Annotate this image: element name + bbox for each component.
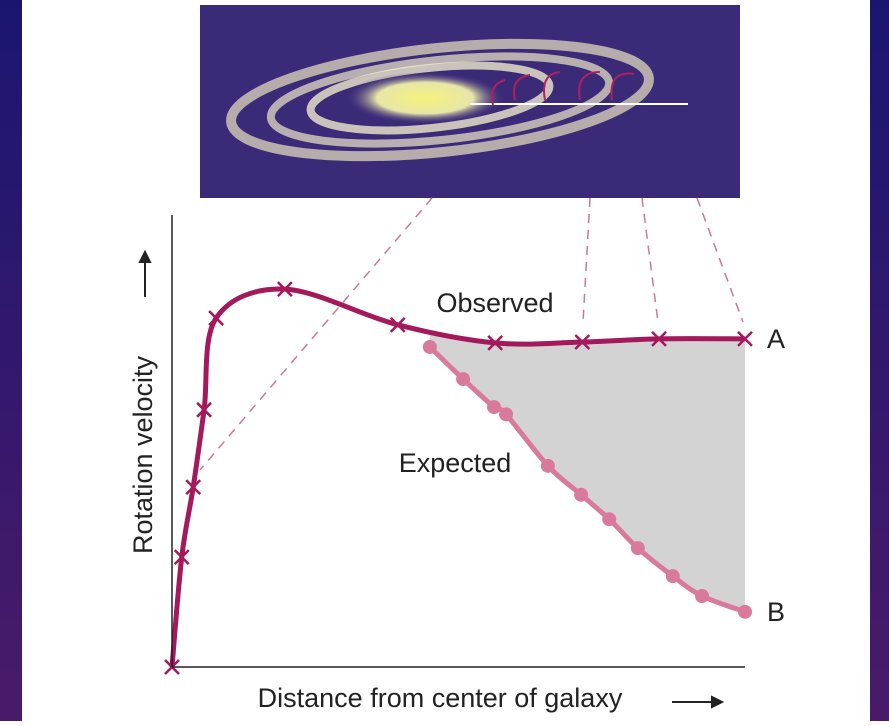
dot-marker bbox=[574, 488, 588, 502]
end-label: A bbox=[767, 324, 785, 354]
dot-marker bbox=[602, 512, 616, 526]
dot-marker bbox=[738, 605, 752, 619]
dot-marker bbox=[695, 589, 709, 603]
series-label: Observed bbox=[436, 288, 553, 318]
dot-marker bbox=[456, 372, 470, 386]
galaxy-image bbox=[200, 5, 740, 198]
x-axis-label: Distance from center of galaxy bbox=[258, 683, 623, 713]
series-label: Expected bbox=[399, 448, 512, 478]
dot-marker bbox=[631, 541, 645, 555]
page: Distance from center of galaxy Rotation … bbox=[0, 0, 889, 721]
dot-marker bbox=[541, 459, 555, 473]
chart: Distance from center of galaxy Rotation … bbox=[0, 0, 889, 721]
end-label: B bbox=[767, 597, 785, 627]
y-axis-label: Rotation velocity bbox=[128, 355, 158, 554]
dot-marker bbox=[423, 340, 437, 354]
dot-marker bbox=[666, 569, 680, 583]
dot-marker bbox=[499, 407, 513, 421]
dot-marker bbox=[487, 400, 501, 414]
